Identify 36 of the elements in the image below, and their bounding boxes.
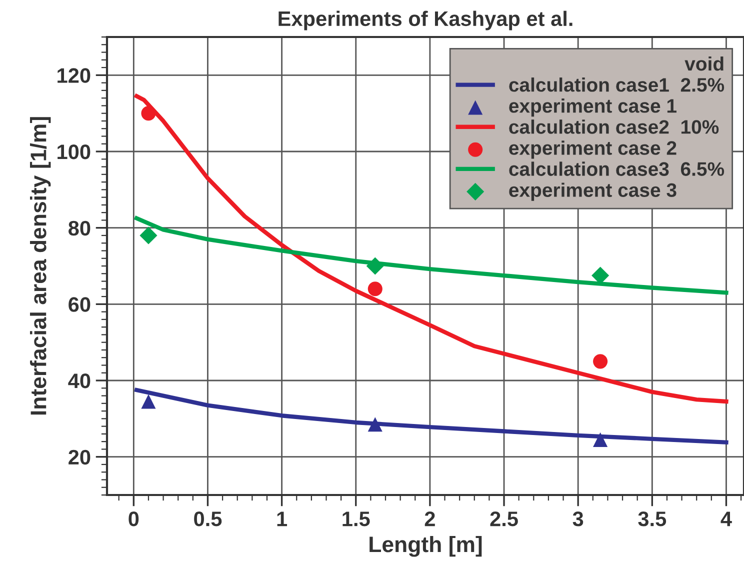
y-tick-label: 120 — [58, 68, 90, 83]
point — [140, 226, 158, 244]
legend-label: calculation case3 6.5% — [509, 162, 724, 176]
chart-title: Experiments of Kashyap et al. — [278, 10, 572, 30]
y-tick-label: 40 — [68, 374, 90, 388]
y-axis-title: Interfacial area density [1/m] — [30, 117, 51, 415]
x-axis-title: Length [m] — [370, 536, 482, 557]
point — [593, 354, 608, 369]
x-tick-label: 1.5 — [342, 512, 370, 526]
legend-label: calculation case1 2.5% — [509, 77, 724, 92]
line-series — [134, 388, 728, 444]
point — [368, 282, 382, 296]
legend-label: calculation case2 10% — [509, 120, 719, 134]
line-series — [134, 94, 728, 404]
y-tick-label: 80 — [68, 220, 90, 236]
y-tick-label: 100 — [58, 144, 90, 160]
legend-title: void — [684, 56, 724, 71]
legend-label: experiment case 3 — [509, 182, 676, 201]
x-tick-label: 0.5 — [194, 512, 222, 526]
x-tick-label: 2.5 — [490, 512, 518, 526]
point — [593, 432, 608, 447]
x-tick-label: 2 — [424, 512, 435, 526]
legend-label: experiment case 1 — [509, 98, 676, 117]
point — [141, 106, 156, 121]
x-tick-label: 1 — [277, 512, 288, 526]
point — [141, 394, 156, 409]
x-tick-label: 3.5 — [638, 512, 666, 526]
x-tick-label: 3 — [572, 512, 584, 526]
x-tick-label: 4 — [720, 512, 732, 526]
line-series — [134, 216, 728, 295]
y-tick-label: 20 — [68, 450, 90, 465]
point — [366, 257, 384, 275]
point — [368, 417, 382, 432]
y-tick-label: 60 — [68, 297, 90, 312]
x-tick-label: 0 — [128, 512, 139, 526]
legend-label: experiment case 2 — [509, 140, 676, 159]
